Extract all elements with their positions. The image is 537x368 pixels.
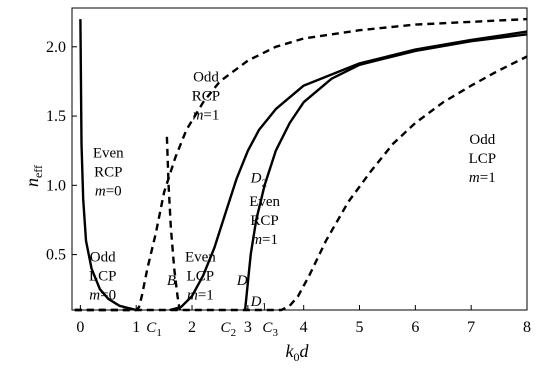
series-line-5: [243, 33, 528, 311]
x-tick-label: 7: [467, 319, 475, 336]
axis-point-label-3: C3: [262, 320, 278, 339]
x-tick-label: 6: [411, 319, 419, 336]
y-tick-label: 0.5: [46, 247, 66, 264]
y-tick-label: 1.0: [46, 177, 66, 194]
mode-label-6: Odd LCP m=1: [469, 132, 497, 186]
x-tick-label: 0: [76, 319, 84, 336]
x-tick-label: 5: [356, 319, 364, 336]
series-line-6: [74, 55, 528, 312]
mode-label-3: Odd RCP m=1: [192, 69, 220, 123]
point-label-3: D1: [250, 294, 267, 313]
y-tick-label: 2.0: [46, 39, 66, 56]
plot-area: [74, 17, 528, 312]
x-tick-label: 8: [523, 319, 531, 336]
x-tick-label: 1: [132, 319, 140, 336]
point-label-2: D: [236, 273, 248, 289]
series-line-2: [74, 17, 528, 312]
axis-point-label-2: C2: [221, 320, 237, 339]
plot-frame: [71, 7, 528, 311]
x-tick-label: 2: [188, 319, 196, 336]
y-axis-title: neff: [22, 165, 45, 187]
series-line-3: [165, 136, 181, 311]
x-tick-label: 3: [244, 319, 252, 336]
mode-label-4: Even LCP m=1: [185, 250, 216, 304]
point-label-1: B: [167, 273, 176, 289]
mode-label-5: Even RCP m=1: [249, 194, 280, 248]
x-tick-label: 4: [300, 319, 308, 336]
x-axis-title: k0d: [286, 341, 310, 363]
series-line-4: [169, 30, 528, 312]
axes: 0 1 2 3 4 5 6 7 8 0.5 1.0 1.5 2.0: [46, 7, 531, 336]
axis-point-label-1: C1: [146, 320, 162, 339]
mode-label-1: Even RCP m=0: [93, 146, 124, 200]
mode-label-2: Odd LCP m=0: [89, 250, 117, 304]
y-tick-label: 1.5: [46, 108, 66, 125]
series-line-1: [79, 19, 137, 312]
labels: Even RCP m=0 Odd LCP m=0 Odd RCP m=1 Even LCP m=1 Ev…: [89, 69, 496, 339]
point-label-4: D2: [250, 171, 267, 190]
